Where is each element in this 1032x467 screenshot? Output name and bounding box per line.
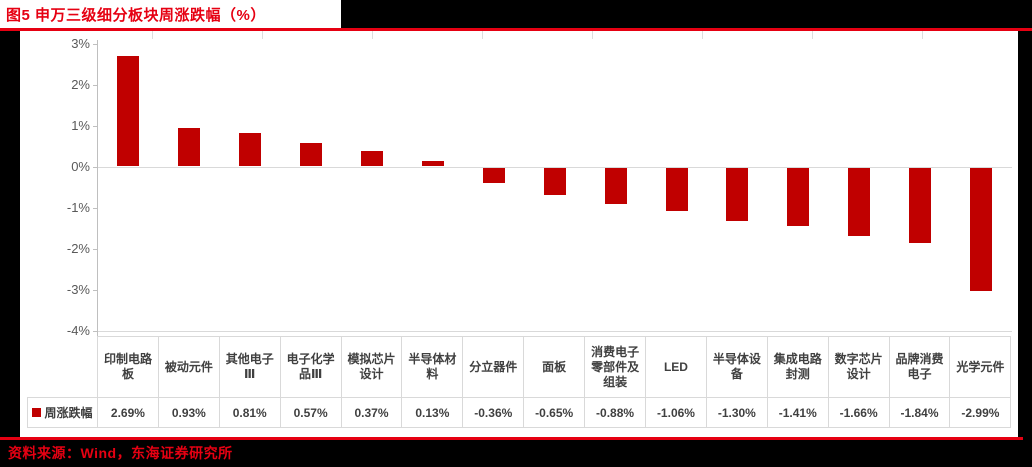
- bar: [666, 168, 688, 211]
- category-cell: 被动元件: [158, 336, 220, 398]
- y-axis-tick: [93, 126, 98, 127]
- bar: [117, 56, 139, 166]
- category-cell: 其他电子Ⅲ: [219, 336, 281, 398]
- y-axis-label: -1%: [66, 200, 90, 215]
- bar: [178, 128, 200, 166]
- top-rule-tick: [592, 31, 593, 39]
- bar: [605, 168, 627, 204]
- top-rule-tick: [922, 31, 923, 39]
- value-cell: 0.57%: [280, 398, 342, 428]
- y-axis-tick: [93, 331, 98, 332]
- y-axis-tick: [93, 85, 98, 86]
- value-cell: -1.41%: [767, 398, 829, 428]
- bar: [422, 161, 444, 166]
- category-cell: 半导体材料: [402, 336, 464, 398]
- y-axis-tick: [93, 290, 98, 291]
- value-cell: -1.84%: [889, 398, 951, 428]
- y-axis-tick: [93, 249, 98, 250]
- top-rule-tick: [152, 31, 153, 39]
- value-cell: 0.13%: [402, 398, 464, 428]
- value-cell: 0.81%: [219, 398, 281, 428]
- bar: [361, 151, 383, 166]
- value-cell: 0.93%: [158, 398, 220, 428]
- category-cell: 集成电路封测: [767, 336, 829, 398]
- category-cell: 面板: [524, 336, 586, 398]
- value-cell: -0.88%: [585, 398, 647, 428]
- category-cell: 数字芯片设计: [828, 336, 890, 398]
- y-axis-label: 0%: [71, 159, 90, 174]
- category-cell: 光学元件: [950, 336, 1012, 398]
- zero-gridline: [98, 167, 1012, 168]
- top-rule-tick: [812, 31, 813, 39]
- bottom-gridline: [98, 331, 1012, 332]
- value-cell: -1.06%: [646, 398, 707, 428]
- bar: [300, 143, 322, 166]
- y-axis-label: -4%: [66, 323, 90, 338]
- value-cell: -1.30%: [706, 398, 768, 428]
- category-cell: 消费电子零部件及组装: [585, 336, 647, 398]
- top-rule-tick: [702, 31, 703, 39]
- bar: [239, 133, 261, 166]
- category-cell: 印制电路板: [98, 336, 159, 398]
- y-axis-label: -3%: [66, 282, 90, 297]
- bar: [726, 168, 748, 221]
- top-rule-tick: [482, 31, 483, 39]
- figure-title: 图5 申万三级细分板块周涨跌幅（%）: [6, 7, 266, 24]
- value-cell: -1.66%: [828, 398, 890, 428]
- bar: [909, 168, 931, 243]
- bar: [544, 168, 566, 195]
- value-cell: -2.99%: [950, 398, 1012, 428]
- bar: [848, 168, 870, 236]
- footer-rule: [0, 437, 1023, 440]
- legend-cell: 周涨跌幅: [27, 398, 98, 428]
- y-axis-label: 2%: [71, 77, 90, 92]
- y-axis-line: [97, 40, 98, 336]
- y-axis-tick: [93, 44, 98, 45]
- category-cell: 分立器件: [463, 336, 525, 398]
- title-background: [0, 0, 341, 28]
- legend-marker-icon: [32, 408, 42, 417]
- top-rule-tick: [262, 31, 263, 39]
- category-cell: 电子化学品Ⅲ: [280, 336, 342, 398]
- bar: [787, 168, 809, 226]
- value-cell: -0.36%: [463, 398, 525, 428]
- category-cell: LED: [646, 336, 707, 398]
- category-cell: 半导体设备: [706, 336, 768, 398]
- legend-label: 周涨跌幅: [44, 406, 93, 420]
- value-cell: -0.65%: [524, 398, 586, 428]
- bar: [483, 168, 505, 183]
- y-axis-tick: [93, 167, 98, 168]
- value-cell: 2.69%: [98, 398, 159, 428]
- y-axis-tick: [93, 208, 98, 209]
- y-axis-label: 1%: [71, 118, 90, 133]
- category-value-table: 印制电路板 被动元件 其他电子Ⅲ 电子化学品Ⅲ 模拟芯片设计 半导体材料 分立器件 面板 消费电…: [27, 336, 1012, 428]
- y-axis-label: -2%: [66, 241, 90, 256]
- title-underline-rule: [0, 28, 1032, 31]
- category-cell: 模拟芯片设计: [341, 336, 403, 398]
- source-note: 资料来源：Wind，东海证券研究所: [8, 445, 233, 461]
- y-axis-label: 3%: [71, 36, 90, 51]
- category-cell: 品牌消费电子: [889, 336, 951, 398]
- bar: [970, 168, 992, 291]
- top-rule-tick: [372, 31, 373, 39]
- table-corner-cell: [27, 336, 98, 398]
- value-cell: 0.37%: [341, 398, 403, 428]
